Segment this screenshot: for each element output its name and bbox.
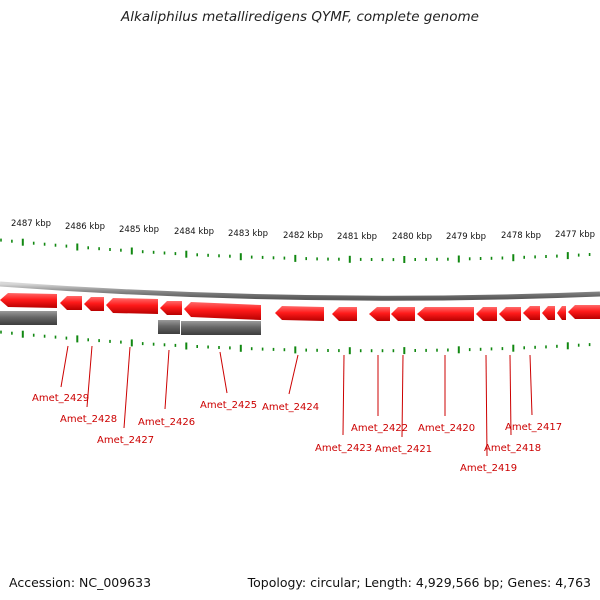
scale-label: 2482 kbp [283, 231, 323, 241]
forward-gene[interactable] [557, 306, 566, 320]
scale-label: 2480 kbp [392, 232, 432, 242]
leader-line [342, 354, 345, 436]
genome-title: Alkaliphilus metalliredigens QYMF, compl… [121, 9, 479, 25]
reverse-gene[interactable] [158, 320, 180, 334]
scale-ticks-bottom [0, 330, 591, 355]
leader-line [164, 349, 170, 410]
scale-label: 2486 kbp [65, 222, 105, 232]
accession-text: Accession: NC_009633 [9, 575, 152, 590]
gene-label[interactable]: Amet_2425 [200, 400, 257, 411]
reverse-gene[interactable] [181, 321, 261, 335]
gene-label[interactable]: Amet_2421 [375, 444, 432, 455]
scale-labels: 2487 kbp 2486 kbp 2485 kbp 2484 kbp 2483… [11, 219, 595, 242]
gene-label[interactable]: Amet_2424 [262, 402, 319, 413]
forward-gene[interactable] [568, 305, 600, 319]
gene-labels: Amet_2429 Amet_2428 Amet_2427 Amet_2426 … [32, 393, 562, 474]
forward-gene[interactable] [391, 307, 415, 321]
scale-label: 2478 kbp [501, 231, 541, 241]
leader-line [401, 354, 404, 438]
gene-label[interactable]: Amet_2420 [418, 423, 475, 434]
forward-gene[interactable] [84, 297, 104, 311]
gene-label[interactable]: Amet_2428 [60, 414, 117, 425]
leader-line [86, 345, 93, 408]
forward-gene[interactable] [523, 306, 540, 320]
leader-line [529, 354, 533, 416]
leader-line [60, 345, 69, 388]
forward-gene[interactable] [417, 307, 474, 321]
genome-stats-text: Topology: circular; Length: 4,929,566 bp… [247, 575, 591, 590]
gene-label[interactable]: Amet_2419 [460, 463, 517, 474]
forward-gene[interactable] [542, 306, 555, 320]
leader-line [123, 346, 131, 429]
gene-label[interactable]: Amet_2427 [97, 435, 154, 446]
reverse-gene[interactable] [0, 311, 57, 325]
forward-gene[interactable] [499, 307, 521, 321]
scale-label: 2483 kbp [228, 229, 268, 239]
gene-leader-lines [60, 345, 533, 457]
gene-label[interactable]: Amet_2429 [32, 393, 89, 404]
forward-gene[interactable] [476, 307, 497, 321]
forward-gene[interactable] [184, 302, 261, 320]
leader-line [509, 354, 512, 436]
gene-label[interactable]: Amet_2422 [351, 423, 408, 434]
leader-line [288, 354, 299, 395]
scale-label: 2477 kbp [555, 230, 595, 240]
scale-label: 2487 kbp [11, 219, 51, 229]
reverse-strand-genes [0, 311, 261, 335]
forward-gene[interactable] [275, 306, 324, 321]
forward-strand-genes [0, 293, 600, 321]
forward-gene[interactable] [106, 298, 158, 314]
forward-gene[interactable] [332, 307, 357, 321]
forward-gene[interactable] [0, 293, 57, 308]
forward-gene[interactable] [160, 301, 182, 315]
leader-line [219, 351, 228, 394]
leader-line [485, 354, 488, 457]
forward-gene[interactable] [60, 296, 82, 310]
gene-label[interactable]: Amet_2418 [484, 443, 541, 454]
scale-label: 2481 kbp [337, 232, 377, 242]
genome-backbone [0, 281, 600, 301]
gene-label[interactable]: Amet_2426 [138, 417, 195, 428]
scale-label: 2485 kbp [119, 225, 159, 235]
gene-label[interactable]: Amet_2423 [315, 443, 372, 454]
forward-gene[interactable] [369, 307, 390, 321]
gene-label[interactable]: Amet_2417 [505, 422, 562, 433]
scale-ticks-top [0, 238, 591, 263]
scale-label: 2484 kbp [174, 227, 214, 237]
scale-label: 2479 kbp [446, 232, 486, 242]
